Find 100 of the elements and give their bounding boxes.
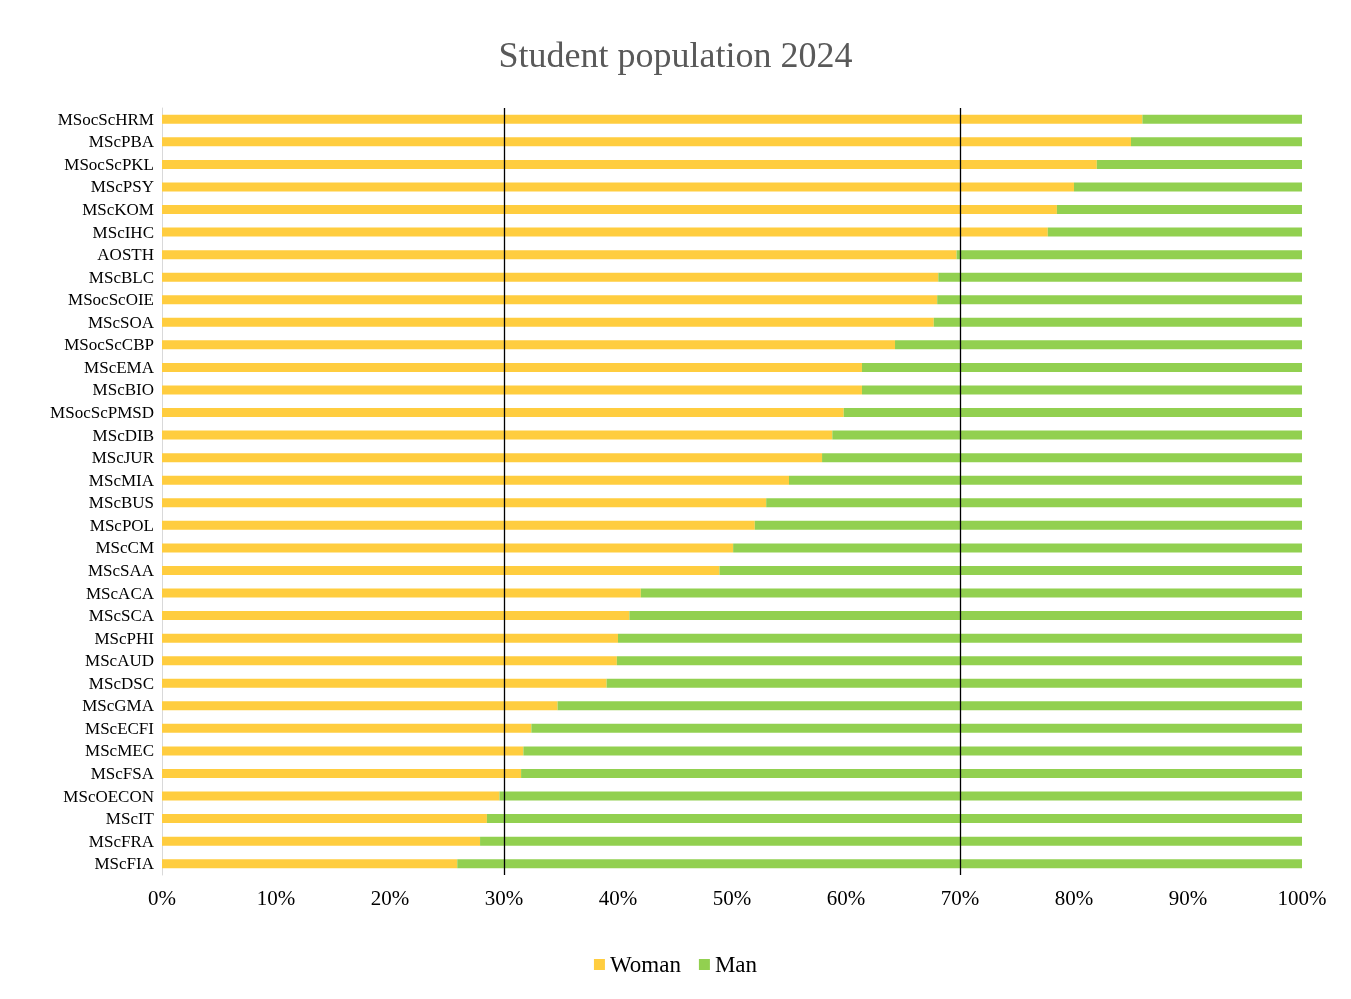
bar xyxy=(956,250,1302,260)
bar xyxy=(1074,182,1302,192)
x-tick-label: 40% xyxy=(598,885,638,910)
y-tick-label: MScJUR xyxy=(91,448,155,468)
bar xyxy=(162,205,1057,215)
bar xyxy=(162,656,617,666)
y-tick-label: MScPHI xyxy=(94,628,155,648)
bar xyxy=(162,633,618,643)
x-tick-label: 30% xyxy=(484,885,524,910)
bar xyxy=(162,543,734,553)
bar xyxy=(162,588,641,598)
bar xyxy=(832,430,1302,440)
y-tick-label: MScFIA xyxy=(94,854,155,874)
bar xyxy=(457,859,1302,869)
bar xyxy=(629,611,1302,621)
bar xyxy=(162,295,938,305)
y-tick-label: MScPBA xyxy=(88,132,155,152)
bar xyxy=(1047,227,1302,237)
y-tick-label: MScDSC xyxy=(88,673,154,693)
bar xyxy=(162,520,755,530)
y-tick-label: MScCM xyxy=(95,538,154,558)
y-tick-label: MScOECON xyxy=(63,786,154,806)
bar xyxy=(162,362,862,372)
bar xyxy=(616,656,1302,666)
bar xyxy=(938,272,1302,282)
x-tick-label: 50% xyxy=(712,885,752,910)
legend-label: Woman xyxy=(609,952,682,977)
y-tick-label: MScSCA xyxy=(88,606,155,626)
bar xyxy=(754,520,1302,530)
y-tick-label: MScSOA xyxy=(87,312,155,332)
y-tick-label: MScBIO xyxy=(92,380,154,400)
bar xyxy=(531,723,1302,733)
bar xyxy=(162,182,1074,192)
bar xyxy=(162,159,1097,169)
bar xyxy=(521,768,1302,778)
bar xyxy=(162,250,957,260)
x-tick-label: 10% xyxy=(256,885,296,910)
bar xyxy=(557,701,1302,711)
bar xyxy=(162,814,487,824)
y-tick-label: MSocScOIE xyxy=(68,290,154,310)
y-tick-label: MScPOL xyxy=(89,515,154,535)
bar xyxy=(162,385,862,395)
bar xyxy=(162,746,524,756)
y-tick-label: MScGMA xyxy=(82,696,155,716)
bar xyxy=(640,588,1302,598)
bar xyxy=(162,836,481,846)
y-tick-label: MScMEC xyxy=(85,741,154,761)
x-tick-label: 70% xyxy=(940,885,980,910)
y-tick-label: MScACA xyxy=(85,583,155,603)
y-tick-label: MScFSA xyxy=(90,763,155,783)
bar xyxy=(162,859,458,869)
bar xyxy=(162,137,1131,147)
y-tick-label: AOSTH xyxy=(97,245,154,265)
bar xyxy=(162,723,532,733)
y-tick-label: MSocScHRM xyxy=(57,109,154,129)
bar xyxy=(861,362,1302,372)
bar xyxy=(162,317,934,327)
bar xyxy=(1056,205,1302,215)
y-tick-label: MScIT xyxy=(105,809,155,829)
y-tick-label: MSocScCBP xyxy=(64,335,154,355)
bar xyxy=(1096,159,1302,169)
x-tick-label: 100% xyxy=(1277,885,1327,910)
y-tick-label: MScBUS xyxy=(88,493,154,513)
y-tick-label: MScIHC xyxy=(92,222,154,242)
bar xyxy=(523,746,1302,756)
bar xyxy=(162,611,630,621)
bar xyxy=(480,836,1302,846)
x-tick-label: 20% xyxy=(370,885,410,910)
x-tick-label: 0% xyxy=(148,885,176,910)
bar xyxy=(486,814,1302,824)
bar xyxy=(162,114,1143,124)
bar xyxy=(895,340,1302,350)
y-tick-label: MScDIB xyxy=(92,425,154,445)
bar xyxy=(1142,114,1302,124)
bar xyxy=(766,498,1302,508)
bar xyxy=(733,543,1302,553)
bar xyxy=(162,272,939,282)
bar xyxy=(162,768,522,778)
x-tick-label: 90% xyxy=(1168,885,1208,910)
y-tick-label: MScECFI xyxy=(85,718,155,738)
y-tick-label: MScBLC xyxy=(88,267,154,287)
bar xyxy=(933,317,1302,327)
bar xyxy=(162,430,833,440)
y-tick-label: MScEMA xyxy=(84,357,155,377)
y-tick-label: MSocScPKL xyxy=(64,154,154,174)
bar xyxy=(843,408,1302,418)
bar xyxy=(162,678,607,688)
bar xyxy=(937,295,1302,305)
x-tick-label: 60% xyxy=(826,885,866,910)
bar xyxy=(162,453,823,463)
bar xyxy=(499,791,1302,801)
bar xyxy=(719,565,1302,575)
bar xyxy=(822,453,1302,463)
bar xyxy=(1131,137,1302,147)
bar xyxy=(162,340,896,350)
y-tick-label: MScSAA xyxy=(87,560,155,580)
bar xyxy=(162,498,767,508)
bar xyxy=(162,475,789,485)
bar xyxy=(861,385,1302,395)
bar xyxy=(606,678,1302,688)
